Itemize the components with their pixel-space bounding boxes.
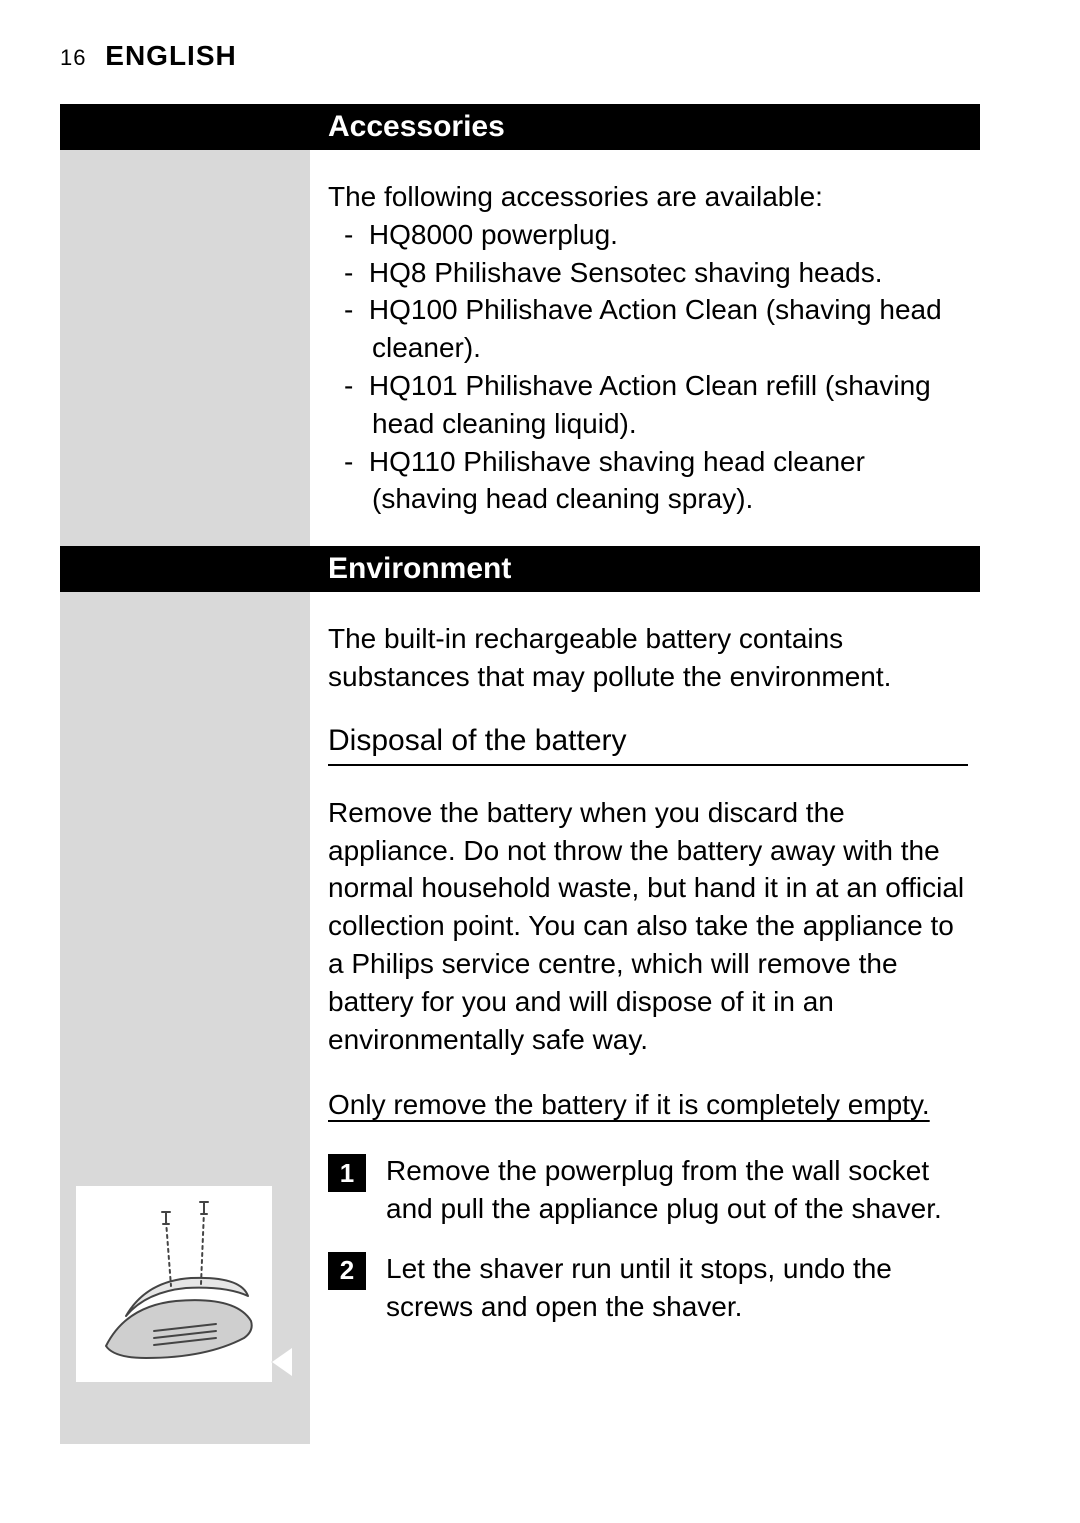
- disposal-text: Remove the battery when you discard the …: [328, 794, 968, 1059]
- list-item-text: HQ101 Philishave Action Clean refill (sh…: [369, 370, 931, 439]
- figure-callout-pointer: [272, 1348, 292, 1376]
- shaver-illustration-icon: [76, 1186, 272, 1382]
- language-label: ENGLISH: [105, 40, 236, 71]
- step-number-badge: 2: [328, 1252, 366, 1290]
- list-item: - HQ8000 powerplug.: [328, 216, 968, 254]
- section-heading-environment: Environment: [60, 546, 980, 592]
- content-column: Accessories The following accessories ar…: [60, 104, 980, 1325]
- list-item-text: HQ8000 powerplug.: [369, 219, 618, 250]
- accessories-intro: The following accessories are available:: [328, 178, 968, 216]
- list-item-text: HQ8 Philishave Sensotec shaving heads.: [369, 257, 883, 288]
- environment-intro: The built-in rechargeable battery contai…: [328, 620, 968, 696]
- list-item-text: HQ100 Philishave Action Clean (shaving h…: [369, 294, 942, 363]
- section-heading-accessories: Accessories: [60, 104, 980, 150]
- list-item: - HQ8 Philishave Sensotec shaving heads.: [328, 254, 968, 292]
- accessories-list: - HQ8000 powerplug. - HQ8 Philishave Sen…: [328, 216, 968, 518]
- list-item: - HQ110 Philishave shaving head cleaner …: [328, 443, 968, 519]
- page-header: 16 ENGLISH: [60, 40, 1020, 72]
- step-number-badge: 1: [328, 1154, 366, 1192]
- step-row: 1 Remove the powerplug from the wall soc…: [328, 1152, 968, 1228]
- disposal-warning: Only remove the battery if it is complet…: [328, 1086, 968, 1124]
- step-text: Remove the powerplug from the wall socke…: [386, 1152, 968, 1228]
- list-item: - HQ100 Philishave Action Clean (shaving…: [328, 291, 968, 367]
- step-row: 2 Let the shaver run until it stops, und…: [328, 1250, 968, 1326]
- step-text: Let the shaver run until it stops, undo …: [386, 1250, 968, 1326]
- manual-page: 16 ENGLISH Accessories The following acc…: [0, 0, 1080, 1523]
- accessories-intro-block: The following accessories are available:…: [328, 178, 968, 518]
- page-number: 16: [60, 45, 86, 70]
- figure-shaver-disassembly: [76, 1186, 272, 1382]
- list-item-text: HQ110 Philishave shaving head cleaner (s…: [369, 446, 865, 515]
- subheading-disposal: Disposal of the battery: [328, 724, 968, 766]
- list-item: - HQ101 Philishave Action Clean refill (…: [328, 367, 968, 443]
